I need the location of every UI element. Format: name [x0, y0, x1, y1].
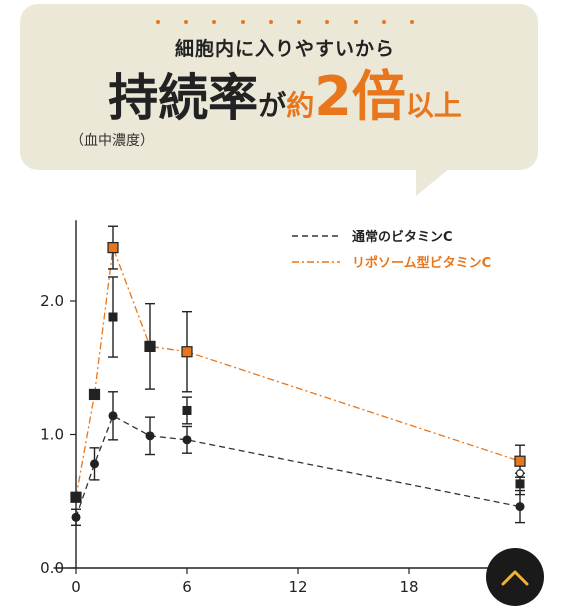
data-point-normal	[90, 459, 99, 469]
y-tick-label: 2.0	[40, 292, 64, 310]
y-tick-label: 1.0	[40, 426, 64, 444]
headline-note: （血中濃度）	[70, 133, 154, 149]
concentration-chart: 0 6 12 18 0.0 1.0 2.0 通常のビタミンC リポソーム型ビタミンC	[40, 220, 528, 596]
x-tick-label: 0	[71, 578, 81, 596]
headline-multiplier: 2倍	[314, 65, 406, 128]
data-point-lipo	[88, 388, 101, 401]
y-tick-label: 0.0	[40, 559, 64, 577]
chart-ticks: 0 6 12 18 0.0 1.0 2.0	[40, 292, 418, 596]
chart-axes	[53, 220, 528, 569]
series-line-1	[75, 247, 521, 498]
chart-legend: 通常のビタミンC リポソーム型ビタミンC	[292, 229, 491, 271]
data-point-lipo	[144, 340, 156, 352]
data-point-lipo	[181, 346, 193, 358]
legend-label-normal: 通常のビタミンC	[352, 229, 453, 245]
x-tick-label: 6	[182, 578, 192, 596]
headline-approx: 約	[286, 89, 315, 122]
data-point-normal	[145, 431, 155, 441]
x-tick-label: 18	[399, 578, 418, 596]
chart-series	[70, 225, 526, 526]
data-point-normal	[515, 502, 525, 512]
data-point-extra	[515, 479, 525, 489]
data-point-normal	[182, 435, 192, 445]
headline-bubble	[20, 4, 538, 170]
data-point-extra	[182, 405, 192, 415]
chevron-up-icon	[501, 570, 529, 586]
data-point-lipo	[107, 241, 119, 254]
series-line-0	[75, 414, 521, 518]
data-point-lipo	[70, 491, 82, 503]
data-point-hollow	[515, 469, 525, 478]
x-tick-label: 12	[288, 578, 307, 596]
data-point-extra	[108, 312, 118, 322]
bubble-tail	[416, 168, 450, 196]
data-point-normal	[108, 411, 118, 421]
emphasis-dots	[150, 20, 420, 26]
data-point-normal	[71, 512, 81, 522]
legend-label-lipo: リポソーム型ビタミンC	[352, 255, 491, 271]
headline-suffix: 以上	[405, 89, 462, 122]
subtitle: 細胞内に入りやすいから	[174, 38, 395, 60]
headline: 持続率が約2倍以上	[0, 70, 570, 124]
scroll-top-button[interactable]	[486, 548, 544, 606]
headline-particle: が	[258, 89, 287, 122]
data-point-lipo	[514, 455, 526, 467]
headline-main: 持続率	[108, 69, 259, 127]
